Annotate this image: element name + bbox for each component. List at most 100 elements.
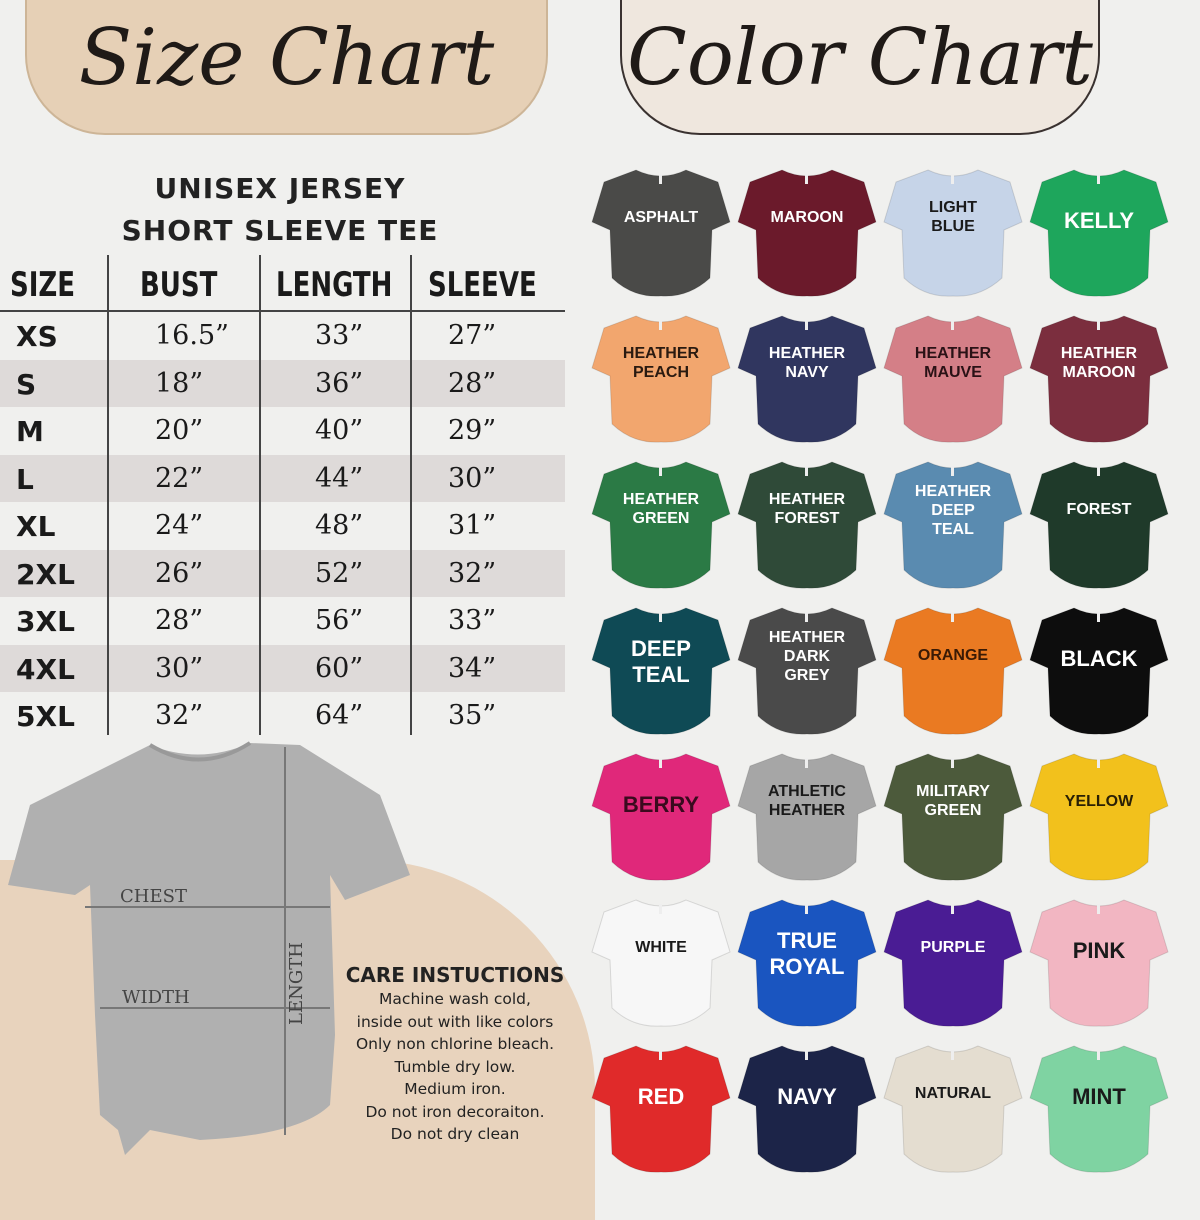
bust-cell: 28” <box>155 605 204 636</box>
bust-cell: 20” <box>155 415 204 446</box>
color-name: HEATHER NAVY <box>768 345 846 381</box>
size-row: S 18” 36” 28” <box>0 359 565 407</box>
sleeve-cell: 35” <box>448 700 497 731</box>
tshirt-icon <box>883 461 1023 589</box>
color-name: MILITARY GREEN <box>916 783 990 819</box>
length-cell: 36” <box>315 367 364 399</box>
sleeve-cell: 33” <box>448 605 497 636</box>
color-name: ORANGE <box>917 647 989 664</box>
color-name: RED <box>637 1084 685 1109</box>
color-swatch: HEATHER MAUVE <box>880 306 1026 452</box>
tshirt-icon <box>591 315 731 443</box>
bust-cell: 18” <box>155 367 204 399</box>
care-line: Do not iron decoraiton. <box>365 1102 545 1121</box>
tshirt-measurement-diagram: CHEST WIDTH LENGTH <box>8 741 410 1155</box>
color-swatch: HEATHER GREEN <box>588 452 734 598</box>
color-name: BLACK <box>1060 646 1138 671</box>
size-row: 3XL 28” 56” 33” <box>0 597 565 645</box>
size-table-header: SIZE BUST LENGTH SLEEVE <box>0 255 565 312</box>
color-name: YELLOW <box>1064 793 1134 810</box>
bust-cell: 32” <box>155 700 204 731</box>
chest-label: CHEST <box>120 886 187 907</box>
color-swatch: BERRY <box>588 744 734 890</box>
tshirt-icon <box>883 607 1023 735</box>
bust-cell: 22” <box>155 462 204 494</box>
size-row: XS 16.5” 33” 27” <box>0 312 565 360</box>
color-swatch: HEATHER MAROON <box>1026 306 1172 452</box>
color-name: HEATHER DARK GREY <box>768 629 846 684</box>
bust-cell: 26” <box>155 557 204 589</box>
tshirt-icon <box>883 753 1023 881</box>
sleeve-cell: 27” <box>448 320 497 351</box>
header-size: SIZE <box>10 265 76 305</box>
care-instructions: CARE INSTUCTIONS Machine wash cold, insid… <box>330 962 580 1146</box>
color-name: PINK <box>1072 938 1126 963</box>
color-swatch: ATHLETIC HEATHER <box>734 744 880 890</box>
color-name: PURPLE <box>920 939 986 956</box>
size-table: SIZE BUST LENGTH SLEEVE XS 16.5” 33” 27” S 18… <box>0 255 565 740</box>
color-name: KELLY <box>1063 208 1135 233</box>
bust-cell: 24” <box>155 510 204 541</box>
size-cell: 3XL <box>16 605 75 638</box>
width-label: WIDTH <box>122 987 190 1008</box>
color-swatch: ASPHALT <box>588 160 734 306</box>
color-swatch: NAVY <box>734 1036 880 1182</box>
color-swatch: YELLOW <box>1026 744 1172 890</box>
tshirt-icon <box>883 899 1023 1027</box>
header-sleeve: SLEEVE <box>428 265 537 305</box>
care-line: Do not dry clean <box>390 1125 520 1143</box>
product-name-line1: UNISEX JERSEY <box>154 172 406 205</box>
tshirt-icon <box>591 169 731 297</box>
tshirt-icon <box>1029 461 1169 589</box>
size-row: 4XL 30” 60” 34” <box>0 644 565 692</box>
length-cell: 56” <box>315 605 364 636</box>
care-line: inside out with like colors <box>356 1012 554 1031</box>
tshirt-icon <box>1029 607 1169 735</box>
color-swatch: MILITARY GREEN <box>880 744 1026 890</box>
tshirt-icon <box>1029 315 1169 443</box>
size-row: 5XL 32” 64” 35” <box>0 692 565 740</box>
tshirt-icon <box>737 1045 877 1173</box>
header-length: LENGTH <box>276 265 393 305</box>
color-name: WHITE <box>635 939 687 956</box>
color-swatch: HEATHER FOREST <box>734 452 880 598</box>
color-chart-title: Color Chart <box>620 0 1100 135</box>
tshirt-icon <box>737 169 877 297</box>
color-swatch: NATURAL <box>880 1036 1026 1182</box>
color-swatch: MINT <box>1026 1036 1172 1182</box>
tshirt-icon <box>737 607 877 735</box>
size-cell: 4XL <box>16 652 75 686</box>
color-name: HEATHER FOREST <box>768 491 846 527</box>
care-line: Machine wash cold, <box>379 990 531 1008</box>
color-name: ATHLETIC HEATHER <box>768 783 846 819</box>
color-name: HEATHER MAROON <box>1060 345 1138 381</box>
divider <box>410 255 412 735</box>
color-name: HEATHER DEEP TEAL <box>914 483 992 538</box>
sleeve-cell: 32” <box>448 557 497 589</box>
color-swatch: FOREST <box>1026 452 1172 598</box>
sleeve-cell: 30” <box>448 462 497 494</box>
size-cell: M <box>16 415 44 448</box>
color-swatch: LIGHT BLUE <box>880 160 1026 306</box>
divider <box>107 255 109 735</box>
care-line: Medium iron. <box>404 1080 506 1098</box>
color-grid: ASPHALT MAROON LIGHT BLUE KELLY HEATHER PEACH H… <box>588 160 1178 1182</box>
size-cell: 2XL <box>16 557 75 591</box>
color-swatch: HEATHER PEACH <box>588 306 734 452</box>
size-cell: 5XL <box>16 700 75 733</box>
length-cell: 40” <box>315 415 364 446</box>
tshirt-icon <box>591 753 731 881</box>
header-bust: BUST <box>140 265 218 305</box>
divider <box>259 255 261 735</box>
tshirt-icon <box>737 753 877 881</box>
color-swatch: WHITE <box>588 890 734 1036</box>
size-chart-title: Size Chart <box>25 0 548 135</box>
color-name: MINT <box>1072 1084 1126 1109</box>
color-swatch: ORANGE <box>880 598 1026 744</box>
tshirt-icon <box>591 461 731 589</box>
product-name-line2: SHORT SLEEVE TEE <box>121 214 439 247</box>
length-cell: 44” <box>315 462 364 494</box>
size-row: M 20” 40” 29” <box>0 407 565 455</box>
tshirt-icon <box>1029 169 1169 297</box>
length-cell: 48” <box>315 510 364 541</box>
